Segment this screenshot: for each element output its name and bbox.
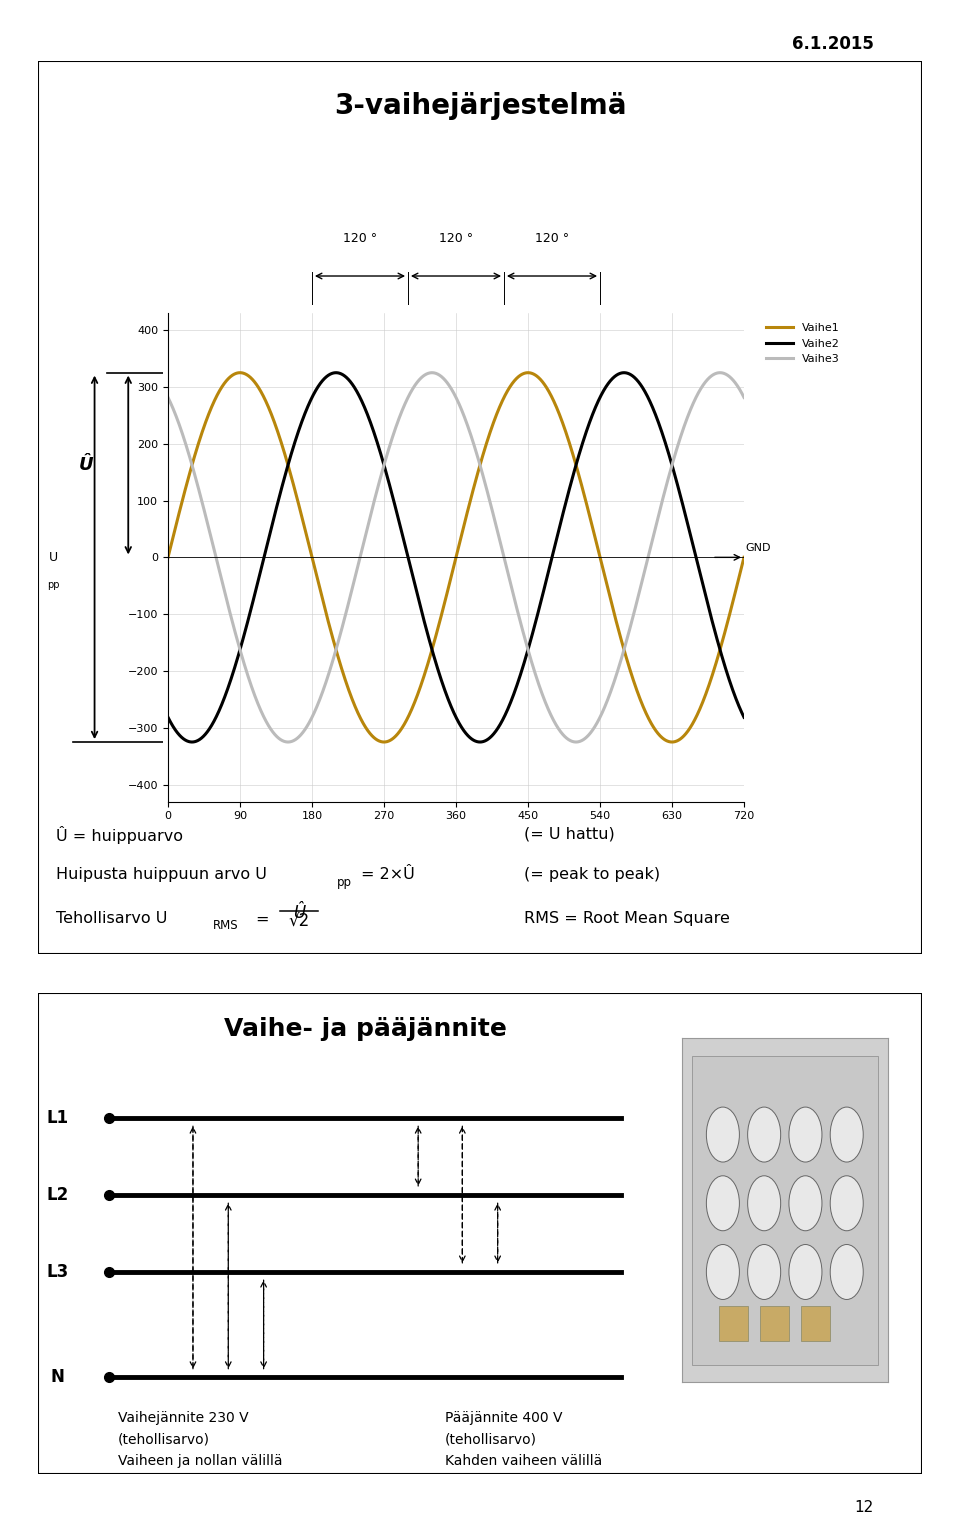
Text: 3-vaihejärjestelmä: 3-vaihejärjestelmä xyxy=(334,92,626,121)
Circle shape xyxy=(830,1107,863,1162)
Circle shape xyxy=(748,1245,780,1299)
Legend: Vaihe1, Vaihe2, Vaihe3: Vaihe1, Vaihe2, Vaihe3 xyxy=(761,319,845,368)
Text: (= U hattu): (= U hattu) xyxy=(524,826,615,841)
Text: √2: √2 xyxy=(288,913,309,930)
Text: 6.1.2015: 6.1.2015 xyxy=(792,35,874,53)
Vaihe2 xyxy=(228,661,240,680)
Vaihe2 xyxy=(186,733,198,751)
Bar xyxy=(719,1306,748,1341)
Line: Vaihe3: Vaihe3 xyxy=(168,373,744,742)
Text: L1: L1 xyxy=(47,1109,69,1127)
Circle shape xyxy=(789,1107,822,1162)
Vaihe1 xyxy=(666,733,678,751)
Line: Vaihe1: Vaihe1 xyxy=(168,373,744,742)
Text: Pääjännite 400 V
(tehollisarvo)
Kahden vaiheen välillä: Pääjännite 400 V (tehollisarvo) Kahden v… xyxy=(444,1411,602,1469)
Vaihe2 xyxy=(618,363,630,382)
Circle shape xyxy=(707,1245,739,1299)
Text: 120 °: 120 ° xyxy=(535,232,569,244)
Vaihe1 xyxy=(665,733,677,751)
Text: RMS = Root Mean Square: RMS = Root Mean Square xyxy=(524,912,730,927)
Circle shape xyxy=(707,1176,739,1231)
Vaihe2 xyxy=(738,709,750,727)
Vaihe1 xyxy=(383,731,395,750)
Vaihe3 xyxy=(665,460,677,478)
Text: 120 °: 120 ° xyxy=(439,232,473,244)
Vaihe3 xyxy=(383,438,395,457)
Vaihe2 xyxy=(262,531,274,550)
Circle shape xyxy=(830,1245,863,1299)
Text: U: U xyxy=(49,551,58,563)
Text: (= peak to peak): (= peak to peak) xyxy=(524,867,660,883)
Vaihe3 xyxy=(738,388,750,406)
Text: Huipusta huippuun arvo U: Huipusta huippuun arvo U xyxy=(56,867,267,883)
Text: pp: pp xyxy=(47,580,60,589)
Circle shape xyxy=(748,1107,780,1162)
Text: Û: Û xyxy=(293,904,305,922)
Vaihe2 xyxy=(162,709,174,727)
Bar xyxy=(760,1306,789,1341)
Vaihe1 xyxy=(408,695,420,713)
Vaihe3 xyxy=(282,733,294,751)
Vaihe2 xyxy=(408,573,420,591)
Circle shape xyxy=(789,1245,822,1299)
Vaihe2 xyxy=(665,452,677,470)
Text: Vaihejännite 230 V
(tehollisarvo)
Vaiheen ja nollan välillä: Vaihejännite 230 V (tehollisarvo) Vaihee… xyxy=(118,1411,282,1469)
Vaihe2 xyxy=(383,473,395,492)
Circle shape xyxy=(748,1176,780,1231)
Text: L3: L3 xyxy=(47,1263,69,1281)
Vaihe1 xyxy=(728,592,739,611)
Circle shape xyxy=(830,1176,863,1231)
Circle shape xyxy=(707,1107,739,1162)
Bar xyxy=(802,1306,830,1341)
Vaihe3 xyxy=(162,388,174,406)
Vaihe1 xyxy=(234,363,246,382)
Text: L2: L2 xyxy=(47,1185,69,1203)
Text: Vaihe- ja pääjännite: Vaihe- ja pääjännite xyxy=(224,1017,507,1040)
Text: Û: Û xyxy=(79,457,93,475)
Vaihe3 xyxy=(228,618,239,637)
Vaihe3 xyxy=(714,363,726,382)
Circle shape xyxy=(789,1176,822,1231)
Vaihe1 xyxy=(228,365,239,383)
Text: 12: 12 xyxy=(854,1500,874,1515)
Vaihe2 xyxy=(728,681,739,699)
Vaihe3 xyxy=(728,371,739,389)
Text: GND: GND xyxy=(746,542,771,553)
Text: N: N xyxy=(51,1368,64,1387)
Line: Vaihe2: Vaihe2 xyxy=(168,373,744,742)
Vaihe1 xyxy=(262,397,274,415)
Text: = 2×Û: = 2×Û xyxy=(361,867,415,883)
Vaihe1 xyxy=(162,548,174,567)
Text: pp: pp xyxy=(337,876,352,889)
Vaihe1 xyxy=(738,548,750,567)
Text: RMS: RMS xyxy=(213,919,239,931)
Text: 120 °: 120 ° xyxy=(343,232,377,244)
Text: Tehollisarvo U: Tehollisarvo U xyxy=(56,912,167,927)
Vaihe3 xyxy=(262,715,274,733)
Vaihe3 xyxy=(408,377,420,395)
Text: Û = huippuarvo: Û = huippuarvo xyxy=(56,826,183,844)
Text: =: = xyxy=(254,912,268,927)
